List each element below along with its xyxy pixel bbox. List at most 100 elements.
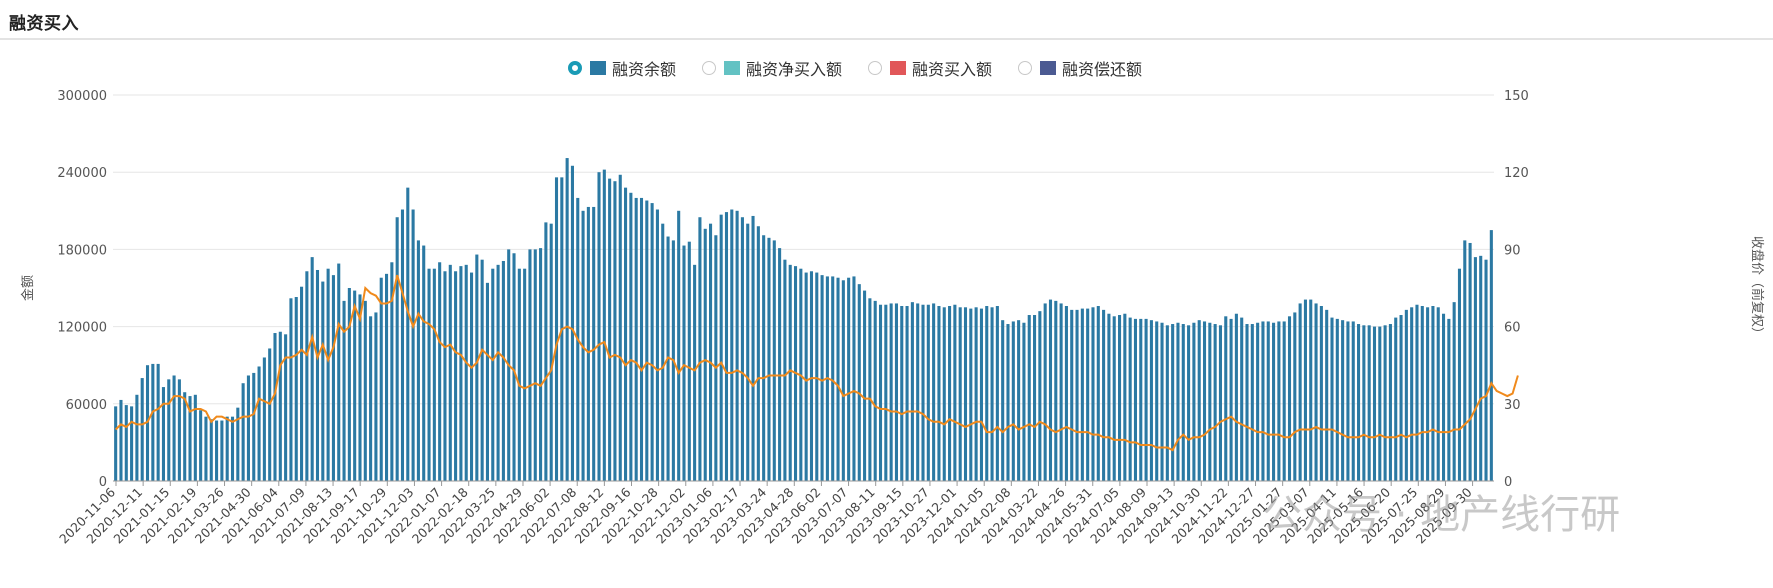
y2-tick-label: 150 <box>1504 89 1529 104</box>
legend-item-repay-amount[interactable]: 融资偿还额 <box>1018 56 1142 80</box>
bar <box>730 209 734 481</box>
bar <box>1091 307 1095 481</box>
bar <box>916 303 920 481</box>
bar <box>1043 303 1047 481</box>
bar <box>215 420 219 481</box>
y2-tick-label: 0 <box>1504 475 1512 490</box>
bar <box>602 169 606 481</box>
bar <box>427 268 431 481</box>
bar <box>958 307 962 481</box>
bar <box>979 308 983 481</box>
bar <box>1293 312 1297 481</box>
legend-item-buy-amount[interactable]: 融资买入额 <box>868 56 992 80</box>
bar <box>878 304 883 481</box>
bar <box>241 383 245 481</box>
bar <box>1086 308 1090 481</box>
bar <box>464 264 468 481</box>
bar <box>709 223 713 482</box>
bar <box>278 331 282 481</box>
bar <box>735 210 739 482</box>
bar <box>969 308 973 481</box>
legend-swatch <box>724 61 741 75</box>
bar <box>1362 325 1366 481</box>
bar <box>379 277 383 481</box>
bar <box>1208 322 1212 481</box>
bar <box>841 280 845 481</box>
bar <box>974 307 978 481</box>
bar <box>990 307 994 481</box>
bar <box>1420 306 1424 481</box>
bar <box>130 406 134 481</box>
bar <box>1102 309 1106 481</box>
y-tick-label: 60000 <box>66 398 107 413</box>
bar <box>1075 309 1079 481</box>
bar <box>661 223 665 482</box>
radio-icon[interactable] <box>702 61 717 75</box>
legend-item-margin-balance[interactable]: 融资余额 <box>568 56 676 80</box>
bar <box>1303 299 1307 481</box>
bar <box>889 303 893 481</box>
bar <box>1112 316 1116 481</box>
bar <box>1080 308 1084 481</box>
bar <box>873 300 877 481</box>
bar <box>937 306 941 481</box>
bar <box>294 297 298 481</box>
bar <box>1282 321 1286 481</box>
bar <box>220 420 224 481</box>
bar <box>353 290 357 481</box>
y-tick-label: 0 <box>99 475 107 490</box>
bar <box>496 264 500 481</box>
bar <box>1240 317 1244 481</box>
bar <box>183 392 187 481</box>
bar <box>942 307 946 481</box>
bar <box>1394 317 1398 481</box>
bar <box>1404 309 1408 481</box>
bar <box>358 294 362 481</box>
bar <box>1155 321 1159 481</box>
bar <box>432 268 436 481</box>
panel-header: 融资买入 <box>0 0 1773 40</box>
bar <box>491 268 495 481</box>
bar <box>1250 324 1254 481</box>
bar <box>469 272 474 481</box>
bar <box>995 306 999 481</box>
bar <box>1447 318 1451 481</box>
bar <box>1484 259 1488 481</box>
bar <box>963 307 968 481</box>
bar <box>225 416 229 481</box>
bar <box>884 304 888 481</box>
bar <box>1463 240 1467 481</box>
bar <box>655 209 659 481</box>
bar <box>1171 324 1175 481</box>
legend-item-net-buy[interactable]: 融资净买入额 <box>702 56 842 80</box>
legend-label: 融资买入额 <box>912 60 993 79</box>
bar <box>650 203 654 481</box>
bar <box>1383 325 1387 481</box>
y-tick-label: 180000 <box>57 243 107 258</box>
bar <box>1070 309 1074 481</box>
bar <box>698 217 702 482</box>
bar <box>1218 325 1222 481</box>
bar <box>953 304 957 481</box>
bar <box>608 178 612 481</box>
bar <box>416 240 420 481</box>
legend-swatch <box>890 61 907 75</box>
bar <box>724 212 729 481</box>
bar <box>485 282 489 481</box>
bar <box>948 306 952 481</box>
bar <box>703 228 707 481</box>
radio-icon[interactable] <box>1018 61 1033 75</box>
radio-icon[interactable] <box>568 61 582 75</box>
bar <box>517 268 521 481</box>
bar <box>1309 299 1313 481</box>
bar <box>156 363 160 481</box>
bar <box>501 260 505 481</box>
bar <box>448 264 452 481</box>
bar <box>1256 322 1260 481</box>
bar <box>395 217 399 482</box>
bar <box>262 357 266 481</box>
radio-icon[interactable] <box>868 61 883 75</box>
bar <box>1176 322 1180 481</box>
bar <box>1165 325 1169 481</box>
bar <box>1022 322 1026 481</box>
